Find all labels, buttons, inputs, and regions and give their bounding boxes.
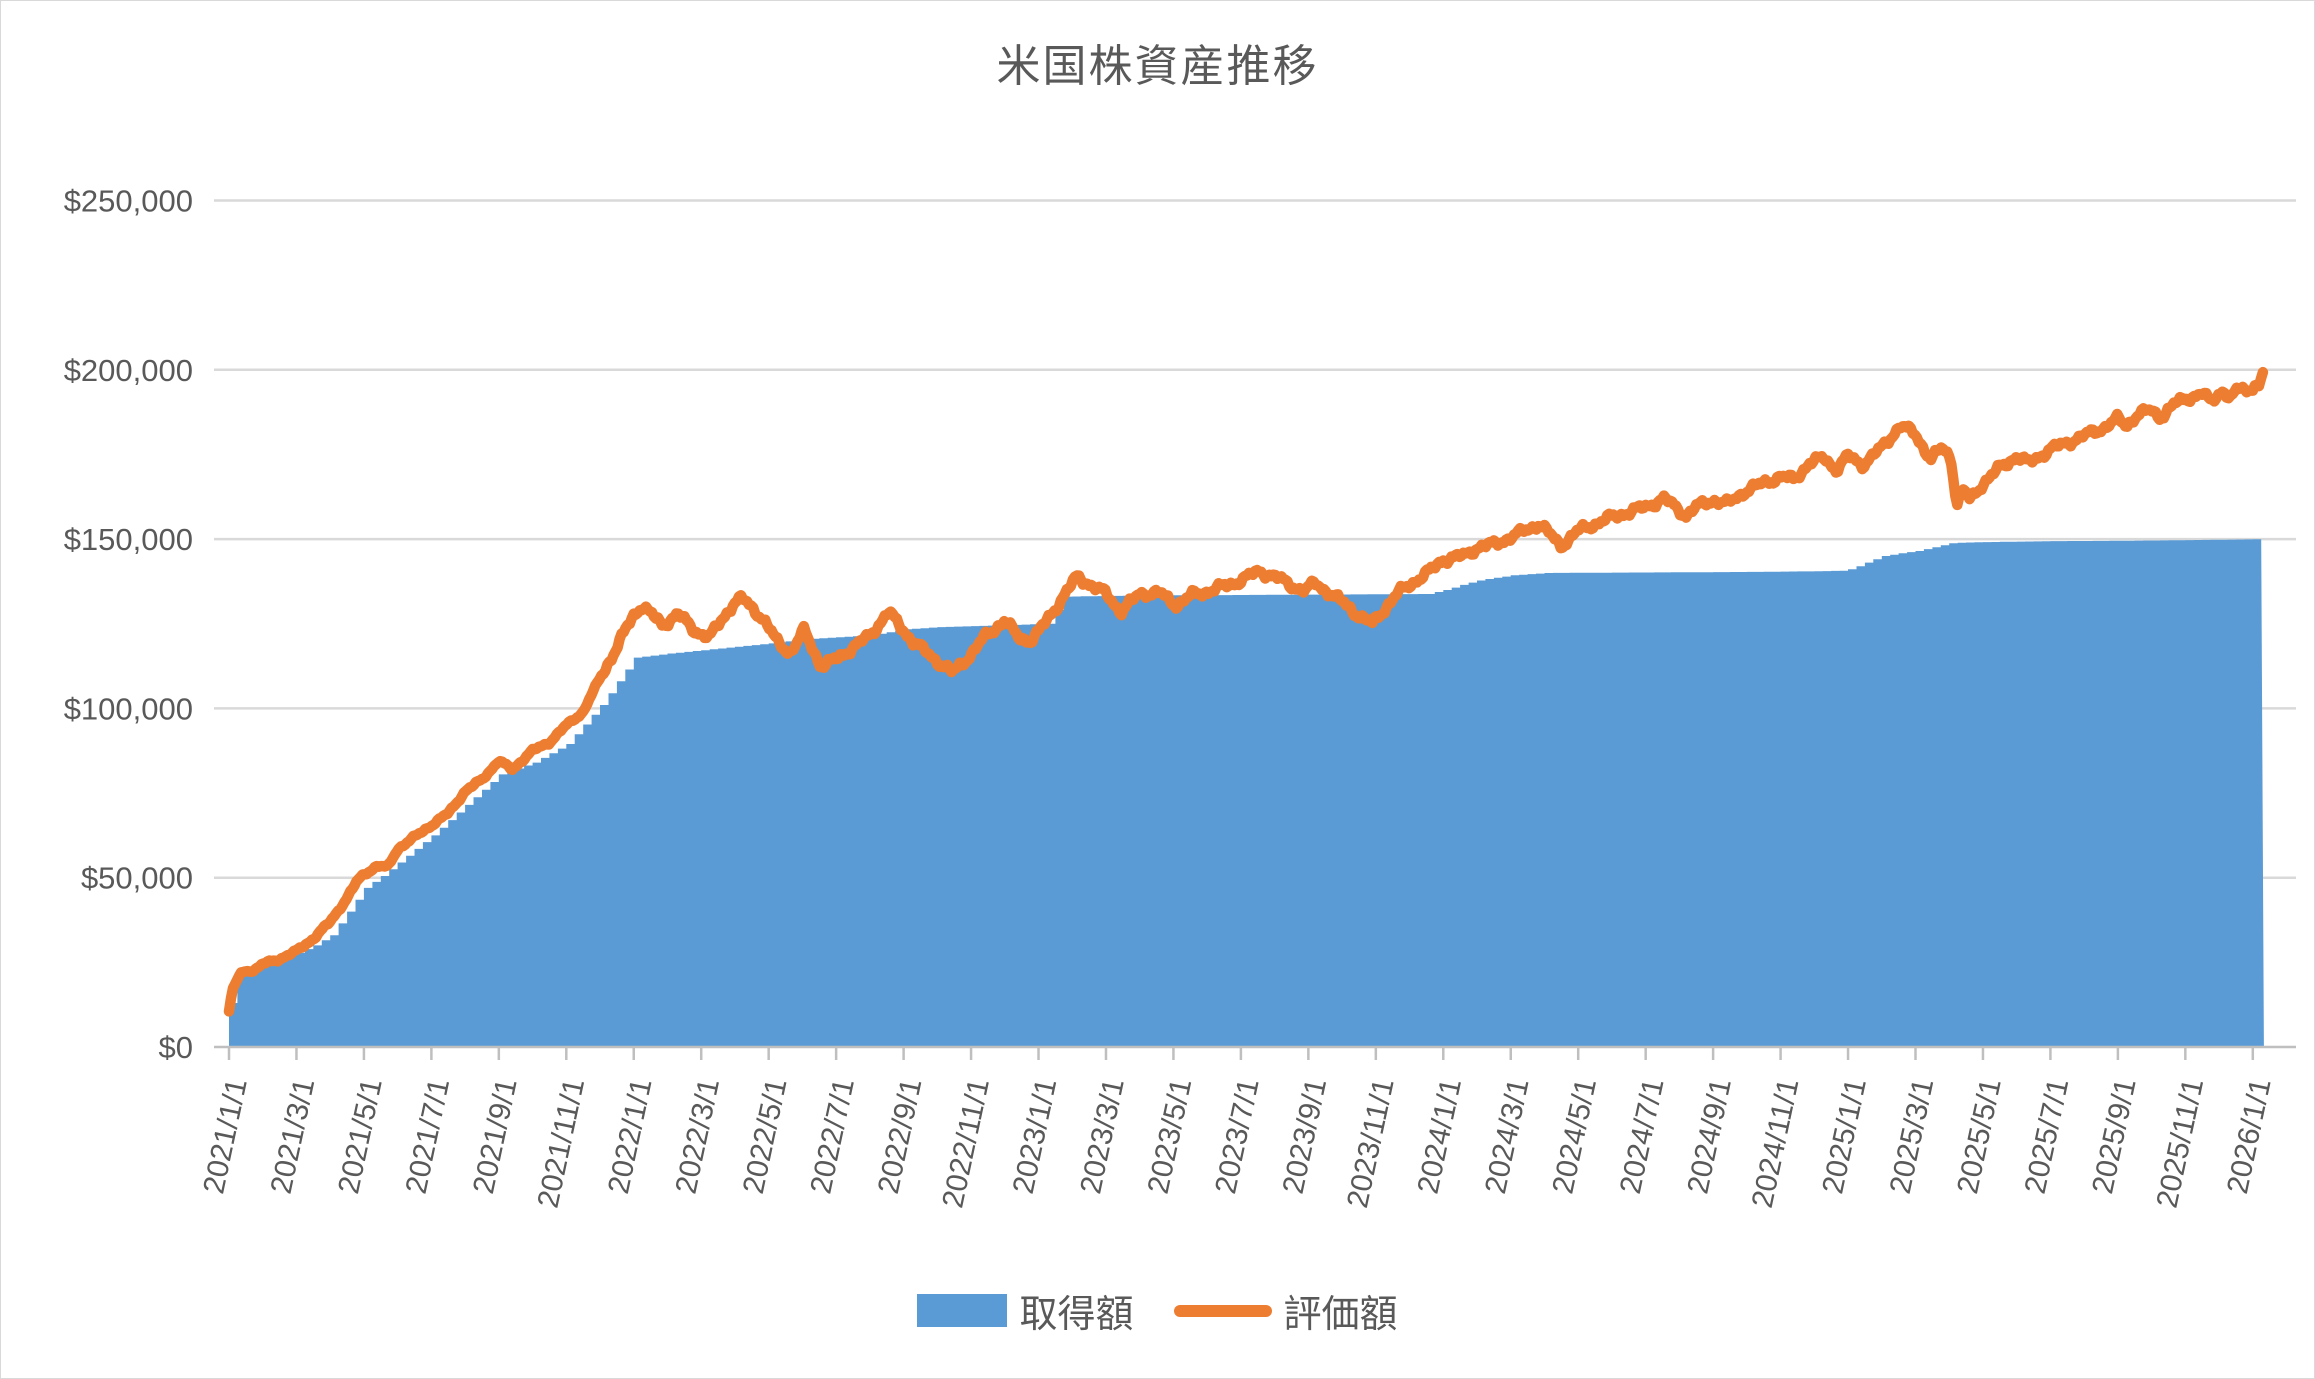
x-axis-label: 2025/7/1	[2019, 1076, 2076, 1197]
x-axis-label: 2024/9/1	[1681, 1076, 1738, 1197]
x-axis-label: 2022/11/1	[936, 1076, 996, 1211]
acquisition-area-swatch-icon	[917, 1294, 1008, 1327]
x-axis-label: 2022/1/1	[602, 1076, 659, 1197]
legend-label-acquisition: 取得額	[1019, 1294, 1134, 1336]
legend: 取得額 評価額	[1, 1283, 2314, 1338]
x-axis-label: 2024/5/1	[1546, 1076, 1603, 1197]
x-axis-label: 2025/1/1	[1816, 1076, 1873, 1197]
line-series-valuation	[223, 366, 2269, 1017]
x-axis-label: 2021/9/1	[467, 1076, 524, 1197]
x-axis-label: 2024/11/1	[1746, 1076, 1806, 1211]
x-axis-label: 2024/1/1	[1412, 1076, 1469, 1197]
x-axis-label: 2025/11/1	[2151, 1076, 2211, 1211]
y-axis-label: $250,000	[64, 184, 193, 219]
x-axis-label: 2023/3/1	[1074, 1076, 1131, 1197]
x-axis-label: 2022/7/1	[804, 1076, 861, 1197]
x-axis-label: 2021/1/1	[197, 1076, 254, 1197]
x-axis-label: 2023/11/1	[1341, 1076, 1401, 1211]
legend-label-valuation: 評価額	[1283, 1294, 1398, 1336]
x-axis-label: 2023/7/1	[1209, 1076, 1266, 1197]
y-axis-label: $50,000	[81, 861, 193, 896]
x-axis-label: 2024/7/1	[1614, 1076, 1671, 1197]
y-axis-label: $150,000	[64, 522, 193, 557]
x-axis-label: 2021/5/1	[332, 1076, 389, 1197]
x-axis-label: 2021/7/1	[400, 1076, 457, 1197]
x-axis-label: 2024/3/1	[1479, 1076, 1536, 1197]
x-axis-label: 2022/5/1	[737, 1076, 794, 1197]
x-axis-label: 2025/9/1	[2086, 1076, 2143, 1197]
area-series-acquisition	[229, 539, 2264, 1047]
x-axis-label: 2023/5/1	[1142, 1076, 1199, 1197]
x-axis-label: 2025/5/1	[1951, 1076, 2008, 1197]
x-axis-label: 2022/3/1	[670, 1076, 727, 1197]
x-axis-label: 2021/11/1	[532, 1076, 592, 1211]
y-axis-label: $0	[159, 1030, 193, 1065]
x-axis-label: 2023/1/1	[1007, 1076, 1064, 1197]
valuation-line-swatch-icon	[1173, 1304, 1272, 1317]
chart-title: 米国株資産推移	[996, 42, 1319, 91]
x-axis-label: 2023/9/1	[1277, 1076, 1334, 1197]
legend-item-valuation: 評価額	[1173, 1283, 1398, 1338]
x-axis-label: 2025/3/1	[1884, 1076, 1941, 1197]
x-axis-label: 2021/3/1	[265, 1076, 322, 1197]
legend-item-acquisition: 取得額	[917, 1283, 1134, 1338]
x-axis-label: 2026/1/1	[2221, 1076, 2278, 1197]
y-axis-label: $100,000	[64, 691, 193, 726]
x-axis-label: 2022/9/1	[872, 1076, 929, 1197]
y-axis-label: $200,000	[64, 353, 193, 388]
